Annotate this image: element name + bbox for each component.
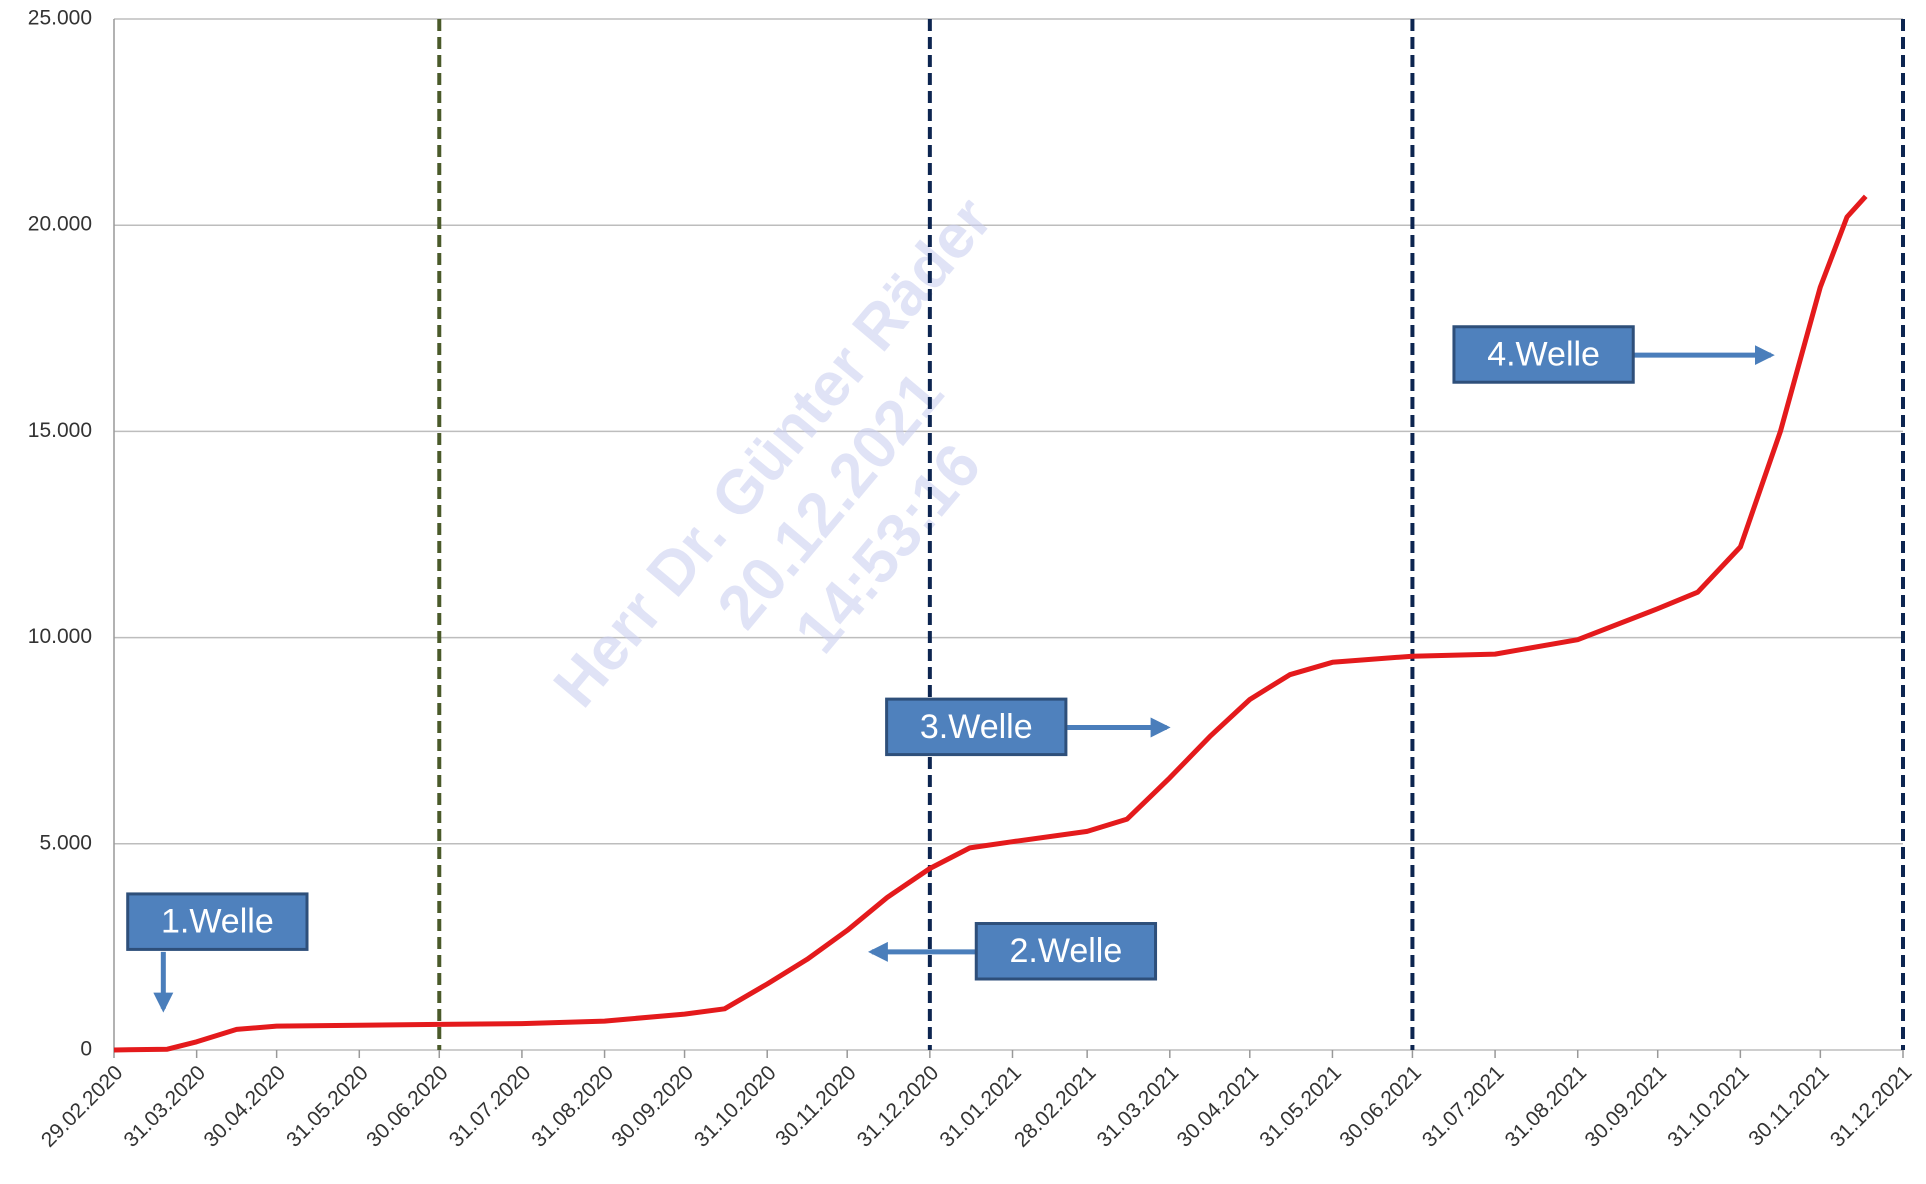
x-tick-label: 31.08.2020 (527, 1061, 618, 1152)
x-tick-label: 30.06.2021 (1335, 1061, 1426, 1152)
annotation-box (1452, 325, 1635, 384)
y-tick-label: 10.000 (28, 625, 92, 648)
x-tick-label: 30.09.2021 (1581, 1061, 1672, 1152)
x-tick-label: 30.11.2020 (771, 1061, 860, 1150)
x-tick-label: 28.02.2021 (1010, 1061, 1101, 1152)
annotation-label: 2.Welle (1010, 932, 1123, 970)
x-tick-label: 31.07.2020 (445, 1061, 536, 1152)
x-tick-label: 30.04.2020 (200, 1061, 291, 1152)
annotation-label: 1.Welle (161, 903, 274, 941)
x-tick-label: 31.08.2021 (1501, 1061, 1592, 1152)
annotation-label: 3.Welle (920, 708, 1033, 746)
x-tick-label: 31.12.2020 (853, 1061, 944, 1152)
annotation-label: 4.Welle (1487, 335, 1600, 373)
y-tick-label: 15.000 (28, 419, 92, 442)
annotation-box (126, 892, 309, 951)
x-tick-label: 31.07.2021 (1418, 1061, 1509, 1152)
x-tick-label: 29.02.2020 (37, 1061, 128, 1152)
y-tick-label: 0 (80, 1038, 92, 1061)
x-tick-label: 30.04.2021 (1173, 1061, 1264, 1152)
annotation-box (885, 697, 1068, 757)
x-tick-label: 30.09.2020 (607, 1061, 698, 1152)
x-tick-label: 31.10.2020 (690, 1061, 781, 1152)
x-tick-label: 30.06.2020 (362, 1061, 453, 1152)
data-line (113, 194, 1868, 1053)
x-tick-label: 31.05.2020 (282, 1061, 373, 1152)
x-tick-label: 31.03.2021 (1093, 1061, 1184, 1152)
x-tick-label: 31.10.2021 (1663, 1061, 1754, 1152)
y-tick-label: 5.000 (39, 831, 92, 854)
annotation-box (974, 922, 1158, 981)
x-tick-label: 31.12.2021 (1826, 1061, 1917, 1152)
y-tick-label: 20.000 (28, 213, 92, 236)
x-tick-label: 31.03.2020 (120, 1061, 211, 1152)
x-tick-label: 31.05.2021 (1255, 1061, 1346, 1152)
x-tick-label: 30.11.2021 (1744, 1061, 1833, 1150)
y-tick-label: 25.000 (28, 7, 92, 30)
